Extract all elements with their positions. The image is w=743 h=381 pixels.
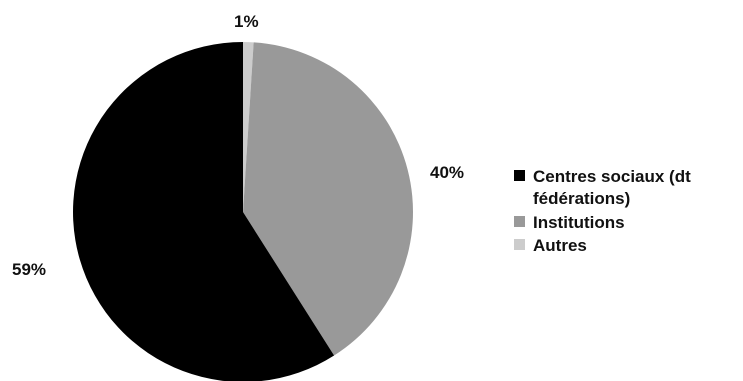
data-label-centres-sociaux: 59% [12,260,46,279]
legend-label-autres: Autres [533,236,587,255]
legend-label-centres-sociaux-line1: Centres sociaux (dt [533,167,691,186]
data-label-institutions: 40% [430,163,464,182]
pie-slice-institutions [243,42,413,356]
legend-label-institutions: Institutions [533,213,625,232]
pie-slices [73,42,413,381]
legend-swatch-autres [514,239,525,250]
pie-slice-autres [243,42,254,212]
legend-label-centres-sociaux-line2: fédérations) [533,189,630,208]
data-label-autres: 1% [234,12,259,31]
legend-swatch-centres-sociaux [514,170,525,181]
legend-swatch-institutions-visible [514,216,525,227]
legend: Centres sociaux (dt fédérations) Institu… [514,167,691,255]
pie-slice-centres-sociaux [73,42,335,381]
